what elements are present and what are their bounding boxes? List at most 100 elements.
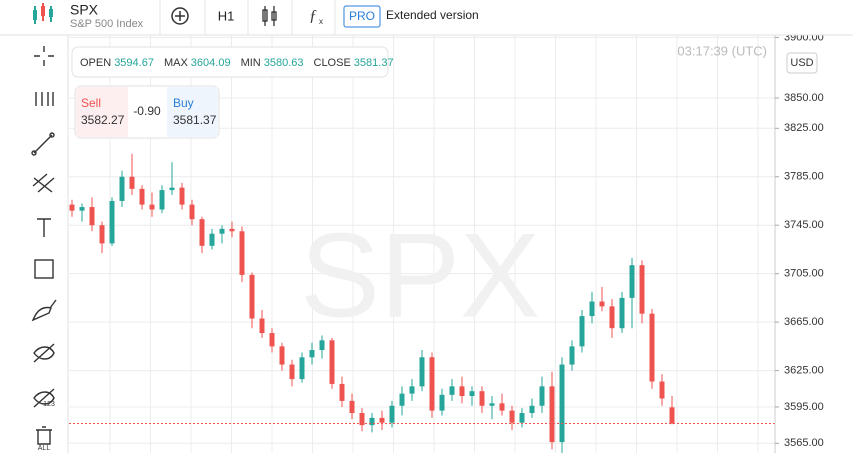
candle-body: [389, 405, 395, 423]
ohlc-value: 3604.09: [191, 57, 231, 69]
candle-body: [529, 405, 535, 414]
candle-body: [99, 225, 105, 244]
candle-body: [79, 207, 85, 211]
candle-body: [599, 301, 605, 307]
candle-body: [209, 233, 215, 246]
candle-body: [319, 340, 325, 351]
symbol: SPX: [70, 2, 99, 18]
buy-price[interactable]: 3581.37: [173, 113, 217, 127]
candle-body: [249, 274, 255, 319]
candle-body: [619, 297, 625, 329]
y-tick-label: 3825.00: [784, 122, 824, 134]
y-tick-label: 3745.00: [784, 219, 824, 231]
candle-body: [439, 394, 445, 411]
candle-body: [339, 383, 345, 401]
y-tick-label: 3625.00: [784, 365, 824, 377]
watermark: SPX: [300, 209, 540, 343]
y-tick-label: 3595.00: [784, 401, 824, 413]
candle-body: [589, 301, 595, 317]
ohlc-panel: [71, 46, 389, 78]
price-axis: 3900.003850.003825.003785.003745.003705.…: [775, 31, 824, 449]
sell-label[interactable]: Sell: [81, 96, 101, 110]
candle-body: [499, 403, 505, 411]
y-tick-label: 3565.00: [784, 437, 824, 449]
candle-body: [609, 306, 615, 329]
candle-body: [379, 417, 385, 423]
top-bar: [0, 0, 853, 35]
timeframe[interactable]: H1: [218, 8, 235, 23]
candle-body: [449, 386, 455, 395]
candle-body: [329, 340, 335, 384]
candle-body: [129, 176, 135, 189]
candle-body: [489, 403, 495, 406]
candle-body: [309, 350, 315, 358]
candle-body: [259, 318, 265, 334]
ohlc-label: OPEN: [80, 57, 111, 69]
pro-badge[interactable]: [343, 5, 381, 28]
y-tick-label: 3705.00: [784, 268, 824, 280]
candle-body: [569, 346, 575, 365]
ohlc-value: 3581.37: [354, 57, 394, 69]
candle-body: [359, 413, 365, 426]
ohlc-label: CLOSE: [314, 57, 351, 69]
clock: 03:17:39 (UTC): [677, 43, 767, 58]
candle-body: [269, 333, 275, 347]
candle-body: [109, 200, 115, 244]
y-tick-label: 3850.00: [784, 92, 824, 104]
plot-area: [69, 153, 775, 455]
tool-label: 123: [43, 401, 55, 408]
ohlc-items: OPEN 3594.67 MAX 3604.09 MIN 3580.63 CLOSE 3581…: [80, 57, 394, 69]
sell-price[interactable]: 3582.27: [81, 113, 125, 127]
candle-body: [149, 204, 155, 210]
pro-label[interactable]: PRO: [349, 9, 375, 23]
candle-body: [659, 381, 665, 399]
candle-body: [299, 357, 305, 380]
y-tick-label: 3785.00: [784, 171, 824, 183]
candle-body: [509, 410, 515, 423]
y-tick-label: 3665.00: [784, 316, 824, 328]
currency[interactable]: USD: [790, 57, 813, 69]
candle-body: [479, 391, 485, 406]
candle-body: [159, 190, 165, 210]
candle-body: [369, 417, 375, 426]
candle-body: [189, 204, 195, 220]
indicators-button[interactable]: ƒ: [309, 8, 317, 25]
candle-body: [119, 176, 125, 201]
candle-body: [219, 228, 225, 234]
candle-body: [629, 265, 635, 298]
extended-version[interactable]: Extended version: [386, 8, 479, 22]
candle-body: [429, 357, 435, 411]
buy-label[interactable]: Buy: [173, 96, 194, 110]
ohlc-value: 3594.67: [114, 57, 154, 69]
candle-body: [409, 386, 415, 394]
tool-label: ALL: [38, 445, 51, 452]
candle-body: [419, 357, 425, 387]
left-toolbar: [0, 36, 68, 453]
buy-button[interactable]: [167, 87, 218, 137]
add-indicator-button[interactable]: [171, 7, 189, 25]
ohlc-label: MAX: [164, 57, 189, 69]
tool-icons[interactable]: [31, 46, 57, 445]
symbol-name: S&P 500 Index: [70, 18, 144, 30]
candle-body: [349, 400, 355, 414]
candle-body: [89, 207, 95, 226]
currency-button[interactable]: [786, 52, 818, 74]
candle-body: [199, 219, 205, 246]
candle-body: [519, 413, 525, 423]
candle-body: [289, 364, 295, 380]
sell-button[interactable]: [76, 87, 128, 137]
candle-body: [469, 391, 475, 397]
spread: -0.90: [133, 104, 161, 118]
candle-body: [179, 187, 185, 205]
candle-body: [239, 231, 245, 275]
chart-type-button[interactable]: [262, 6, 277, 26]
candle-body: [279, 346, 285, 365]
candle-body: [399, 393, 405, 406]
logo: [33, 3, 53, 24]
indicators-button-sub[interactable]: x: [319, 17, 323, 26]
candle-body: [69, 204, 75, 211]
candle-body: [559, 364, 565, 443]
candle-body: [539, 386, 545, 406]
